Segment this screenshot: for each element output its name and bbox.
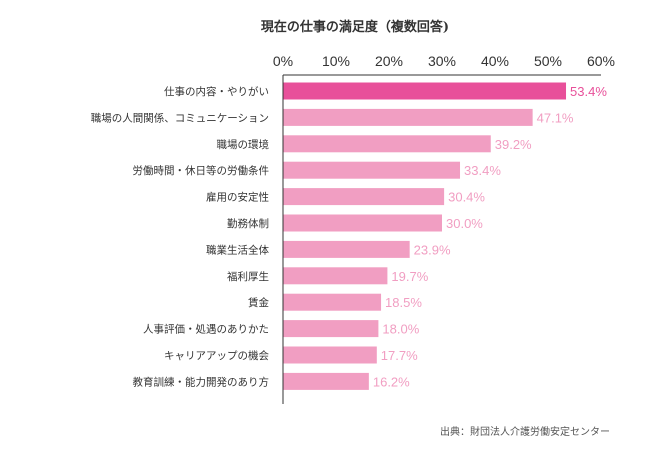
bar [283, 293, 382, 311]
bar [283, 267, 388, 285]
bar [283, 372, 369, 390]
category-label: 労働時間・休日等の労働条件 [133, 164, 270, 177]
bar [283, 346, 377, 364]
chart-title: 現在の仕事の満足度（複数回答) [261, 19, 449, 35]
x-tick-label: 40% [481, 53, 509, 69]
bar [283, 240, 410, 258]
value-label: 18.5% [385, 295, 422, 310]
bar [283, 320, 379, 338]
value-label: 47.1% [537, 110, 574, 125]
value-label: 23.9% [414, 242, 451, 257]
value-labels: 53.4% 47.1% 39.2% 33.4% 30.4% 30.0% 23.9% 19.7%… [373, 84, 607, 389]
category-label: 教育訓練・能力開発のあり方 [133, 375, 270, 388]
value-label: 19.7% [391, 269, 428, 284]
value-label: 39.2% [495, 137, 532, 152]
source-note: 出典：財団法人介護労働安定センター [440, 425, 610, 438]
category-label: 賃金 [248, 296, 269, 309]
x-tick-label: 20% [375, 53, 403, 69]
category-labels: 仕事の内容・やりがい職場の人間関係、コミュニケーション職場の環境労働時間・休日等… [91, 85, 270, 388]
value-label: 17.7% [381, 348, 418, 363]
category-label: 仕事の内容・やりがい [164, 85, 269, 98]
category-label: 職場の人間関係、コミュニケーション [91, 111, 269, 124]
value-label: 18.0% [382, 322, 419, 337]
category-label: 人事評価・処遇のありかた [143, 323, 269, 336]
x-tick-label: 30% [428, 53, 456, 69]
category-label: キャリアアップの機会 [164, 349, 269, 362]
bar [283, 108, 533, 126]
category-label: 職業生活全体 [206, 243, 269, 256]
bar [283, 214, 442, 232]
value-label: 53.4% [570, 84, 607, 99]
category-label: 勤務体制 [227, 217, 269, 230]
value-label: 16.2% [373, 374, 410, 389]
x-tick-label: 60% [587, 53, 615, 69]
value-label: 30.0% [446, 216, 483, 231]
x-tick-label: 0% [273, 53, 293, 69]
x-axis-ticks: 0% 10% 20% 30% 40% 50% 60% [273, 53, 615, 69]
x-tick-label: 10% [322, 53, 350, 69]
category-label: 福利厚生 [227, 270, 269, 283]
bar [283, 82, 567, 100]
category-label: 雇用の安定性 [206, 191, 269, 204]
bar [283, 188, 445, 206]
value-label: 30.4% [448, 190, 485, 205]
value-label: 33.4% [464, 163, 501, 178]
x-tick-label: 50% [534, 53, 562, 69]
category-label: 職場の環境 [217, 138, 270, 151]
bar [283, 161, 461, 179]
bar [283, 135, 491, 153]
bars-group [283, 82, 567, 390]
